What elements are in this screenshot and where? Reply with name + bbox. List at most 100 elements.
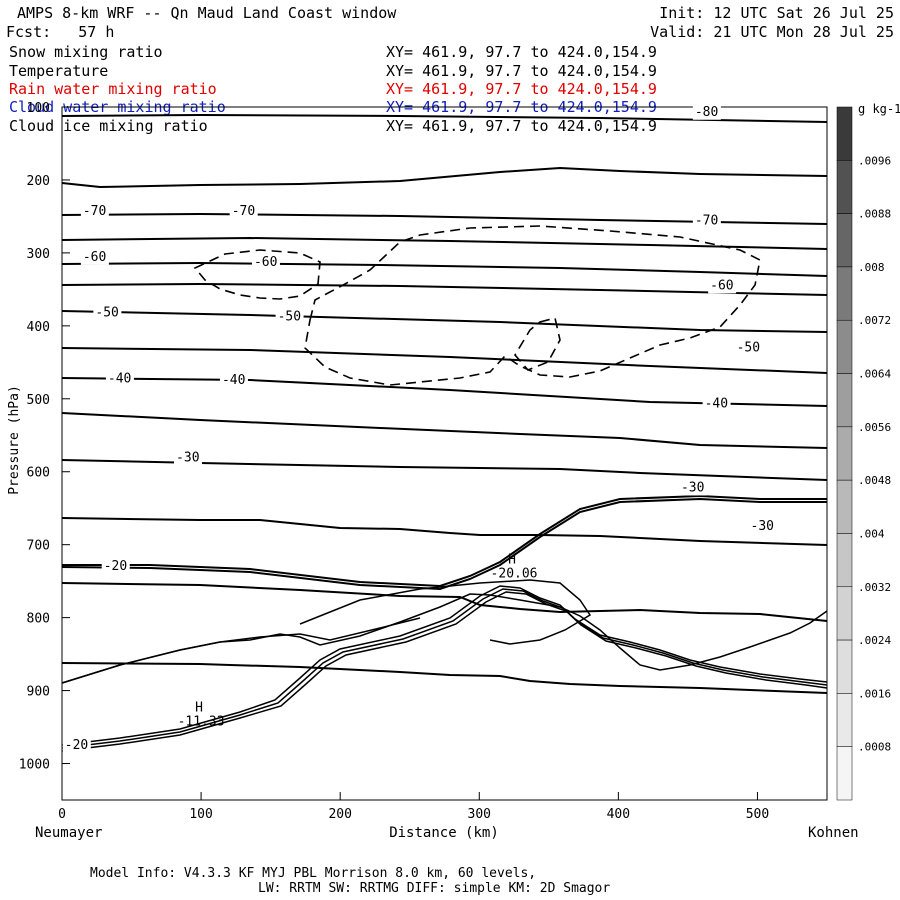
colorbar-swatch — [836, 693, 853, 747]
lower-contours — [61, 579, 828, 752]
isotherm-label: -80 — [695, 105, 718, 120]
colorbar-tick-label: .0088 — [858, 208, 891, 221]
isotherm-label: -30 — [681, 480, 704, 495]
field-name: Snow mixing ratio — [9, 43, 163, 61]
isotherm-line — [61, 236, 828, 250]
isotherm-label: -40 — [705, 397, 728, 412]
isotherm-label-bg — [219, 373, 248, 389]
x-tick-label: 100 — [189, 807, 212, 822]
isotherm-label: -70 — [83, 204, 106, 219]
y-tick-label: 300 — [27, 247, 50, 262]
cloud-ice-contour — [193, 249, 321, 300]
isotherm-line — [61, 517, 828, 546]
isotherm-label-group: -80 -70 -70 -70 -60 -60 -60 -50 -50 -50 -40 -40 -40 -… — [62, 104, 777, 753]
x-tick-label: 400 — [607, 807, 630, 822]
isotherm-label-bg — [251, 255, 280, 271]
y-tick-label: 900 — [27, 685, 50, 700]
isotherm-label-bg — [101, 559, 130, 575]
cloud-ice-contours — [193, 225, 761, 386]
isotherm-label-bg — [62, 737, 91, 753]
colorbar-tick-label: .0016 — [858, 687, 891, 700]
model-info: Model Info: V4.3.3 KF MYJ PBL Morrison 8… — [90, 866, 536, 881]
isotherm-label-bg — [678, 480, 707, 496]
isotherm-label-bg — [702, 396, 731, 412]
isotherm-label-bg — [692, 104, 721, 120]
isotherm-line — [61, 591, 828, 752]
colorbar-tick-label: .0032 — [858, 581, 891, 594]
isotherm-label-bg — [692, 213, 721, 229]
field-range: XY= 461.9, 97.7 to 424.0,154.9 — [386, 117, 657, 135]
isotherm-label: -70 — [232, 204, 255, 219]
colorbar-swatch — [836, 160, 853, 214]
x-axis: 0 100 200 300 400 500 — [58, 792, 769, 822]
colorbar-tick-label: .0008 — [858, 741, 891, 754]
colorbar-swatch — [836, 479, 853, 534]
isotherm-label: -70 — [695, 213, 718, 228]
colorbar-swatch — [836, 426, 853, 481]
isotherm-line — [61, 585, 828, 746]
cloud-ice-contour — [514, 317, 561, 371]
forecast-hour: Fcst: 57 h — [6, 23, 115, 41]
colorbar-tick-label: .0056 — [858, 421, 891, 434]
x-tick-label: 500 — [746, 807, 769, 822]
y-tick-label: 1000 — [19, 758, 50, 773]
colorbar-tick-label: .008 — [858, 261, 885, 274]
isotherm-label-bg — [734, 340, 763, 356]
isotherm-label-bg — [275, 309, 304, 325]
field-range: XY= 461.9, 97.7 to 424.0,154.9 — [386, 62, 657, 80]
isotherm-line — [61, 282, 828, 296]
isotherm-label-bg — [748, 519, 777, 535]
isotherm-line — [61, 113, 828, 123]
isotherm-line — [61, 617, 421, 684]
colorbar-swatch — [836, 373, 853, 428]
isotherm-line — [61, 588, 828, 749]
isotherm-line — [299, 579, 592, 645]
x-axis-label: Distance (km) — [389, 825, 499, 841]
physics-info: LW: RRTM SW: RRTMG DIFF: simple KM: 2D S… — [258, 881, 610, 896]
field-range: XY= 461.9, 97.7 to 424.0,154.9 — [386, 80, 657, 98]
x-tick-label: 0 — [58, 807, 66, 822]
colorbar-tick-label: .0096 — [858, 154, 891, 167]
isotherm-line — [61, 166, 828, 189]
field-name: Rain water mixing ratio — [9, 80, 217, 98]
extremum-value: -20.06 — [491, 567, 538, 582]
colorbar-swatch — [836, 106, 853, 161]
init-time: Init: 12 UTC Sat 26 Jul 25 — [659, 4, 894, 22]
colorbar-tick-label: .0064 — [858, 368, 891, 381]
y-axis: 100 200 300 400 500 600 700 800 900 1000 — [19, 101, 70, 773]
isotherm-line — [61, 497, 827, 591]
isotherm-label: -30 — [751, 519, 774, 534]
isotherm-label: -20 — [104, 559, 127, 574]
x-axis-left-endpoint: Neumayer — [35, 825, 102, 841]
isotherm-label: -20 — [65, 738, 88, 753]
field-name: Temperature — [9, 62, 109, 80]
isotherm-line — [61, 662, 828, 694]
field-range: XY= 461.9, 97.7 to 424.0,154.9 — [386, 43, 657, 61]
y-tick-label: 700 — [27, 539, 50, 554]
isotherm-label-bg — [229, 203, 258, 219]
isotherm-line — [62, 494, 827, 588]
isotherm-line — [61, 582, 828, 622]
isotherm-label-bg — [708, 278, 737, 294]
x-axis-right-endpoint: Kohnen — [808, 825, 859, 841]
y-axis-label: Pressure (hPa) — [7, 385, 22, 495]
isotherm-label-bg — [93, 305, 122, 321]
extremum-value: -11.33 — [178, 715, 225, 730]
isotherm-label: -50 — [95, 305, 118, 320]
isotherm-label-bg — [80, 249, 109, 265]
isotherm-label-bg — [80, 203, 109, 219]
colorbar-tick-label: .0048 — [858, 474, 891, 487]
isotherm-line — [61, 593, 828, 684]
isotherm-label: -50 — [737, 340, 760, 355]
isotherm-label: -60 — [83, 250, 106, 265]
y-tick-label: 600 — [27, 466, 50, 481]
x-tick-label: 300 — [468, 807, 491, 822]
y-tick-label: 400 — [27, 320, 50, 335]
isotherm-label: -40 — [108, 372, 131, 387]
isotherm-line — [61, 347, 828, 374]
colorbar-unit: g kg-1 — [858, 102, 900, 116]
cloud-ice-contour — [304, 225, 761, 386]
colorbar-swatch — [836, 533, 853, 588]
y-tick-label: 200 — [27, 174, 50, 189]
plot-frame — [61, 106, 828, 801]
